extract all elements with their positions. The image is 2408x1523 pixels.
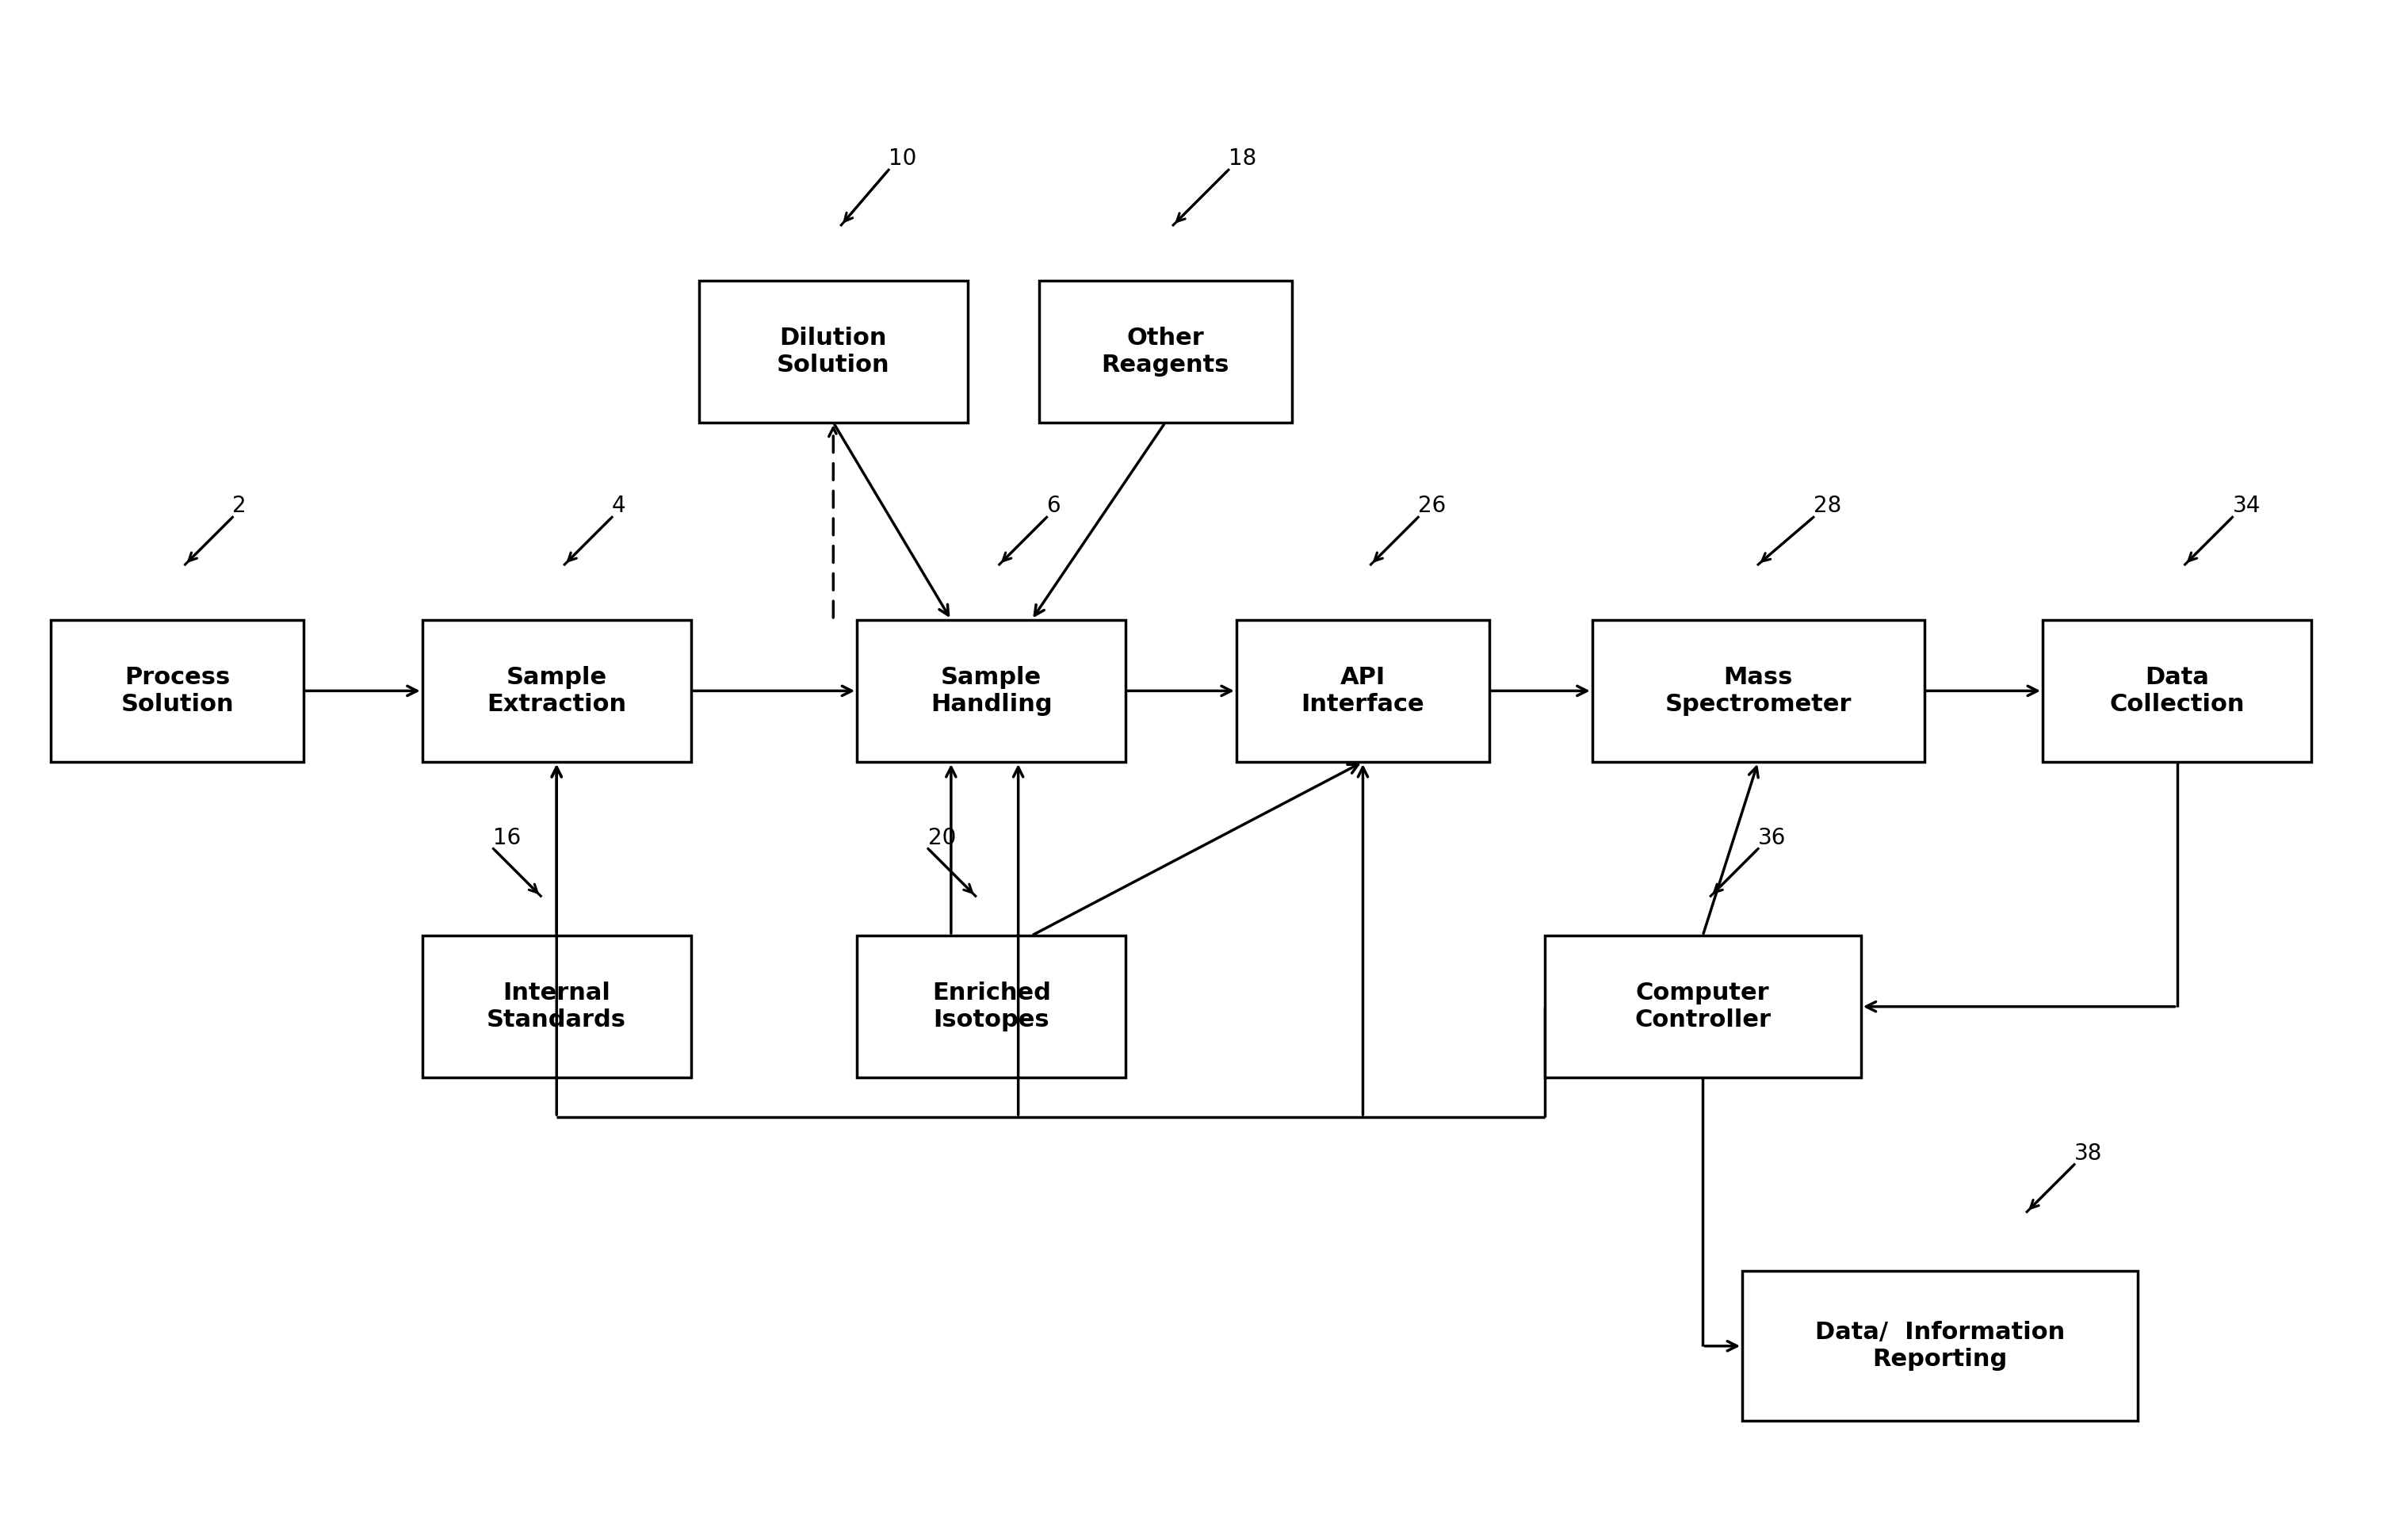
Text: 2: 2 <box>234 495 246 518</box>
Text: 34: 34 <box>2232 495 2261 518</box>
Text: Process
Solution: Process Solution <box>120 666 234 716</box>
Text: 28: 28 <box>1813 495 1842 518</box>
Text: Internal
Standards: Internal Standards <box>486 982 626 1031</box>
Bar <box>2042 620 2312 762</box>
Text: 16: 16 <box>494 827 520 848</box>
Text: 4: 4 <box>612 495 626 518</box>
Bar <box>1544 935 1861 1078</box>
Bar <box>1235 620 1491 762</box>
Text: Data/  Information
Reporting: Data/ Information Reporting <box>1816 1322 2064 1371</box>
Text: Computer
Controller: Computer Controller <box>1635 982 1770 1031</box>
Text: 6: 6 <box>1047 495 1060 518</box>
Text: 10: 10 <box>889 148 917 171</box>
Bar <box>421 935 691 1078</box>
Bar <box>1038 280 1291 422</box>
Bar <box>1743 1272 2138 1421</box>
Text: Other
Reagents: Other Reagents <box>1100 326 1228 376</box>
Text: 20: 20 <box>927 827 956 848</box>
Text: Data
Collection: Data Collection <box>2109 666 2244 716</box>
Bar <box>698 280 968 422</box>
Text: Mass
Spectrometer: Mass Spectrometer <box>1664 666 1852 716</box>
Bar <box>1592 620 1924 762</box>
Text: Sample
Handling: Sample Handling <box>929 666 1052 716</box>
Text: 18: 18 <box>1228 148 1257 171</box>
Text: Dilution
Solution: Dilution Solution <box>778 326 891 376</box>
Text: 38: 38 <box>2073 1142 2102 1165</box>
Bar <box>51 620 303 762</box>
Bar <box>421 620 691 762</box>
Text: 26: 26 <box>1418 495 1447 518</box>
Text: Sample
Extraction: Sample Extraction <box>486 666 626 716</box>
Text: Enriched
Isotopes: Enriched Isotopes <box>932 982 1050 1031</box>
Text: API
Interface: API Interface <box>1300 666 1426 716</box>
Bar <box>857 935 1127 1078</box>
Text: 36: 36 <box>1758 827 1787 848</box>
Bar <box>857 620 1127 762</box>
